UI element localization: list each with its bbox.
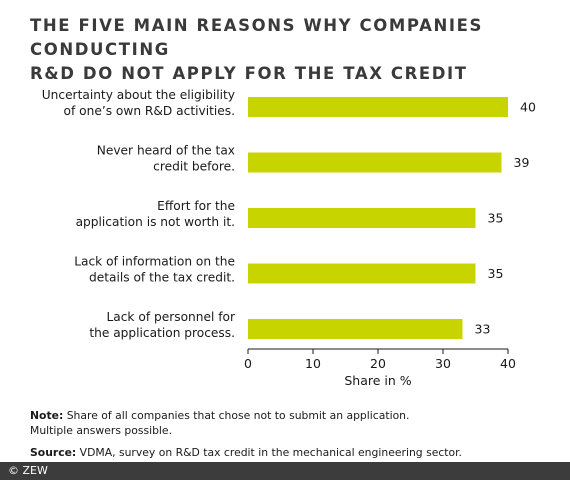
value-label-2: 39 [514,155,530,170]
bar-2 [248,152,502,173]
copyright-text: © ZEW [8,464,48,477]
chart-title-line-2: R&D DO NOT APPLY FOR THE TAX CREDIT [30,64,468,83]
bar-1 [248,97,508,117]
chart-title: THE FIVE MAIN REASONS WHY COMPANIES COND… [30,14,560,86]
chart-title-line-1: THE FIVE MAIN REASONS WHY COMPANIES COND… [30,16,483,59]
value-label-5: 33 [475,322,491,337]
note-line-1: Note: Share of all companies that chose … [30,408,560,423]
source-text: VDMA, survey on R&D tax credit in the me… [76,446,462,459]
value-label-1: 40 [520,100,536,115]
source-line: Source: VDMA, survey on R&D tax credit i… [30,445,560,460]
bar-chart: 40 Uncertainty about the eligibility of on… [42,88,536,388]
value-label-3: 35 [488,211,504,226]
value-label-4: 35 [488,266,504,281]
x-tick-label-10: 10 [305,356,321,371]
bar-3 [248,208,476,228]
category-label-3: Effort for the application is not worth i… [76,199,235,229]
x-tick-label-30: 30 [435,356,451,371]
note-label: Note: [30,409,64,422]
bar-4 [248,263,476,284]
category-label-5: Lack of personnel for the application pro… [89,310,236,340]
note-line-2: Multiple answers possible. [30,424,173,437]
x-tick-label-0: 0 [244,356,252,371]
chart-notes: Note: Share of all companies that chose … [30,408,560,460]
x-tick-label-40: 40 [500,356,516,371]
footer-bar: © ZEW [0,462,570,480]
category-label-4: Lack of information on the details of the… [74,255,235,285]
category-label-1: Uncertainty about the eligibility of one’… [42,88,235,118]
bar-5 [248,319,463,339]
note-text: Share of all companies that chose not to… [63,409,410,422]
x-axis-title: Share in % [344,373,411,388]
source-label: Source: [30,446,77,459]
x-tick-label-20: 20 [370,356,386,371]
category-label-2: Never heard of the tax credit before. [97,144,235,174]
